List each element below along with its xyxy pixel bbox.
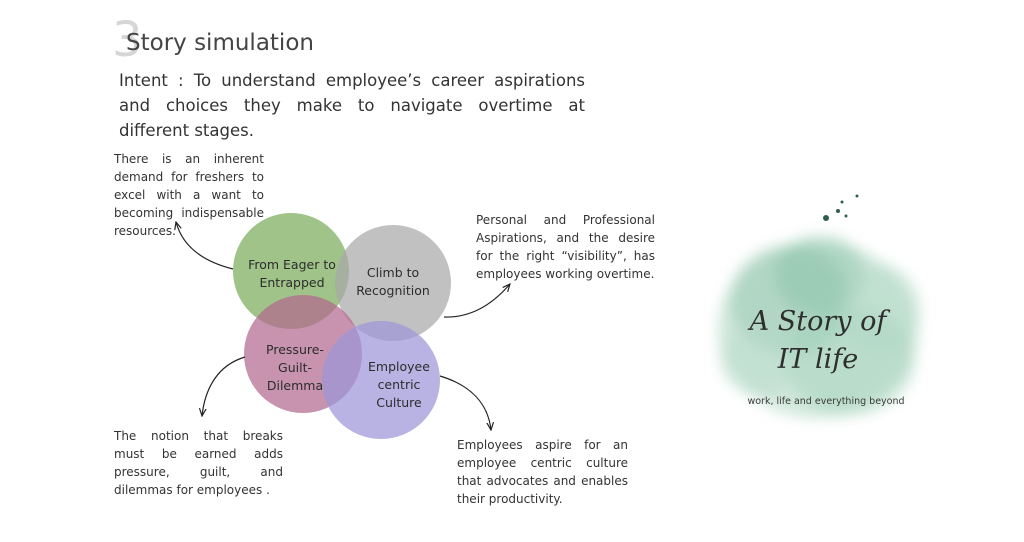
story-logo: A Story of IT life work, life and everyt… — [718, 194, 920, 418]
paint-dot — [844, 214, 848, 218]
logo-tagline: work, life and everything beyond — [747, 396, 904, 407]
arrow-bottom-right — [439, 375, 491, 430]
note-bottom-left: The notion that breaks must be earned ad… — [114, 429, 283, 497]
logo-line-1: A Story of — [747, 306, 891, 337]
circle-label-pressure: Pressure-Guilt-Dilemma — [266, 342, 324, 393]
circle-recognition — [335, 225, 451, 341]
arrow-top-left — [176, 222, 234, 270]
note-top-right: Personal and Professional Aspirations, a… — [476, 213, 655, 281]
paint-dot — [855, 194, 859, 198]
note-top-left: There is an inherent demand for freshers… — [114, 152, 264, 238]
arrow-top-right — [443, 284, 510, 318]
circle-culture — [322, 321, 440, 439]
circle-label-eager: From Eager to Entrapped — [248, 257, 336, 290]
intent-text: Intent : To understand employee’s career… — [119, 71, 585, 140]
arrow-bottom-left — [202, 356, 246, 416]
logo-line-2: IT life — [777, 344, 859, 375]
circle-label-recognition: Climb to Recognition — [356, 265, 430, 298]
step-number: 3 — [112, 12, 143, 68]
venn-diagram — [0, 213, 700, 439]
page-title: Story simulation — [126, 30, 314, 56]
paint-dot — [823, 215, 829, 221]
paint-dot — [836, 209, 840, 213]
paint-dot — [840, 200, 844, 204]
circle-label-culture: Employee centric Culture — [368, 359, 430, 410]
watercolor-splash — [718, 235, 920, 418]
note-bottom-right: Employees aspire for an employee centric… — [457, 438, 628, 506]
